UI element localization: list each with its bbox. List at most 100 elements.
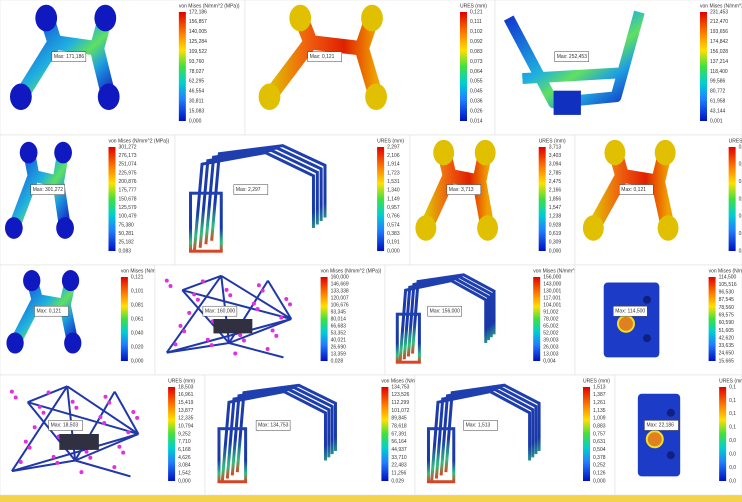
max-label: Max: 171,186 xyxy=(54,54,85,60)
legend-label: 39,003 xyxy=(543,337,559,343)
marker xyxy=(27,445,32,450)
legend-label: 0,081 xyxy=(739,179,742,185)
legend-label: 193,656 xyxy=(710,29,728,35)
legend-label: 0,036 xyxy=(470,99,483,105)
legend-label: 123,526 xyxy=(391,392,409,398)
legend-label: 143,000 xyxy=(543,281,561,287)
legend-label: 137,214 xyxy=(710,59,728,65)
legend-label: 0,061 xyxy=(131,316,144,322)
legend-label: 0,000 xyxy=(189,118,202,124)
legend-label: 2,785 xyxy=(549,170,562,176)
legend-label: 0,0 xyxy=(729,451,736,457)
model xyxy=(217,383,337,484)
bushing xyxy=(433,139,455,166)
legend-label: 3,084 xyxy=(178,463,191,469)
legend-label: 13,359 xyxy=(331,351,347,357)
legend-label: 51,605 xyxy=(719,328,735,334)
legend-bar xyxy=(708,277,716,361)
max-box xyxy=(307,51,342,62)
legend-label: 109,522 xyxy=(189,49,207,55)
part xyxy=(553,90,581,115)
panel: URES (mm)2,297 2,106 1,914 1,723 1,531 1,340 1… xyxy=(174,134,411,266)
bushing xyxy=(9,83,32,111)
model xyxy=(637,393,681,477)
legend-bar xyxy=(533,277,541,361)
legend-label: 0,102 xyxy=(470,29,483,35)
tube xyxy=(267,280,293,320)
legend-title: von Mises (N/mm^2 (MPa)) xyxy=(700,3,742,9)
legend-label: 78,618 xyxy=(391,423,407,429)
legend-label: 0,309 xyxy=(549,240,562,246)
tube xyxy=(165,275,223,354)
max-label: Max: 252,453 xyxy=(557,54,588,60)
legend-title: von Mises (N/mm^2 (MPa)) xyxy=(381,378,442,384)
legend-bar xyxy=(460,12,467,121)
legend-label: 301,272 xyxy=(119,144,137,150)
hole xyxy=(666,451,675,460)
legend-label: 156,857 xyxy=(189,19,207,25)
bushing xyxy=(64,332,82,354)
bushing xyxy=(657,215,679,241)
bushing xyxy=(361,4,383,32)
marker xyxy=(284,297,289,302)
legend-label: 100,479 xyxy=(119,214,137,220)
legend-label: 24,650 xyxy=(719,351,735,357)
bushing xyxy=(604,139,626,166)
legend-label: 112,299 xyxy=(391,400,409,406)
panel: URES (mm)18,50316,96115,41913,87712,3351… xyxy=(0,374,206,496)
part xyxy=(189,191,223,253)
legend-label: 0,1 xyxy=(729,411,736,417)
legend-label: 6,168 xyxy=(178,447,191,453)
truss xyxy=(210,144,327,241)
legend-label: 66,683 xyxy=(331,323,347,329)
legend-label: 53,352 xyxy=(331,330,347,336)
legend-label: 3,403 xyxy=(549,153,562,159)
legend-label: 93,760 xyxy=(189,59,205,65)
marker xyxy=(102,420,107,425)
legend-label: 1,009 xyxy=(593,416,606,422)
tube xyxy=(228,342,284,359)
legend-label: 2,166 xyxy=(549,188,562,194)
panel: von Mises (N/mm^2 (MPa))172,186 156,857 14… xyxy=(0,0,246,136)
marker xyxy=(164,278,169,283)
legend-label: 146,669 xyxy=(331,281,349,287)
marker xyxy=(79,470,84,475)
legend-label: 0,001 xyxy=(710,118,723,124)
legend-label: 105,516 xyxy=(719,282,737,288)
hole xyxy=(642,295,651,304)
panel: von Mises (N/mm^2 (MPa))0,121 0,101 0,081 0… xyxy=(0,264,182,376)
legend-bar xyxy=(120,277,128,361)
bushing xyxy=(6,332,24,354)
legend-label: 133,338 xyxy=(331,288,349,294)
truss xyxy=(410,273,496,354)
max-label: Max: 160,000 xyxy=(205,309,236,315)
legend-label: 89,845 xyxy=(391,416,407,422)
legend-label: 56,164 xyxy=(391,439,407,445)
legend-label: 18,503 xyxy=(178,384,194,390)
legend-label: 42,620 xyxy=(719,335,735,341)
panel: von Mises (N/mm^2 (MPa))114,500 105,516 96… xyxy=(574,264,742,376)
max-label: Max: 0,121 xyxy=(310,54,335,60)
legend-bar xyxy=(320,277,328,361)
hole xyxy=(642,334,651,343)
marker xyxy=(23,439,28,444)
legend-label: 0,252 xyxy=(593,463,606,469)
legend-label: 134,753 xyxy=(391,384,409,390)
bushing xyxy=(474,139,496,166)
panel: URES (mm)0,121 0,111 0,102 0,092 0,083 0,073 0… xyxy=(244,0,496,136)
legend-label: 1,914 xyxy=(387,162,400,168)
max-box xyxy=(30,184,65,195)
legend-label: 231,453 xyxy=(710,9,728,15)
legend-label: 0,619 xyxy=(549,231,562,237)
legend-label: 65,002 xyxy=(543,323,559,329)
max-box xyxy=(51,51,87,62)
legend-label: 43,144 xyxy=(710,108,726,114)
tube xyxy=(113,391,140,435)
marker xyxy=(55,460,60,465)
part xyxy=(426,427,456,484)
marker xyxy=(187,310,192,315)
legend-label: 0,020 xyxy=(739,231,742,237)
legend-label: 160,000 xyxy=(331,274,349,280)
legend-label: 0,101 xyxy=(131,288,144,294)
legend-bar xyxy=(719,387,727,481)
